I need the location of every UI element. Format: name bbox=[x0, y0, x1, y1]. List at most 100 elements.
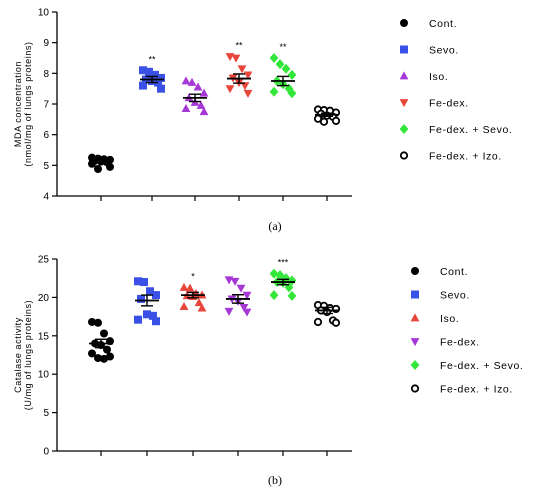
legend-marker-diamond bbox=[399, 124, 409, 134]
data-point-circle bbox=[94, 354, 102, 363]
data-point-triangle-down bbox=[230, 277, 240, 286]
legend-label: Fe-dex. bbox=[440, 337, 480, 349]
data-point-triangle-up bbox=[199, 107, 209, 116]
legend-marker-triangle-down bbox=[399, 99, 409, 108]
significance-label: ** bbox=[148, 54, 156, 64]
data-point-circle bbox=[103, 345, 111, 354]
y-tick-label: 10 bbox=[38, 8, 50, 19]
legend-label: Iso. bbox=[440, 313, 459, 325]
data-point-triangle-up bbox=[179, 282, 189, 291]
data-point-triangle-down bbox=[242, 308, 252, 317]
legend-marker-circle bbox=[411, 267, 419, 275]
data-point-diamond bbox=[281, 63, 291, 74]
legend-label: Fe-dex. + Sevo. bbox=[429, 124, 512, 136]
data-point-circle bbox=[94, 318, 102, 327]
legend-label: Fe-dex. bbox=[429, 98, 469, 110]
data-point-diamond bbox=[287, 88, 297, 99]
y-tick-label: 4 bbox=[43, 192, 49, 203]
data-point-circle bbox=[106, 162, 114, 171]
data-point-square bbox=[152, 317, 160, 326]
data-point-triangle-down bbox=[243, 71, 253, 80]
y-tick-label: 7 bbox=[43, 100, 49, 111]
legend-label: Cont. bbox=[440, 266, 468, 278]
legend-marker-triangle-up bbox=[410, 313, 420, 322]
data-point-square bbox=[157, 73, 165, 82]
legend-label: Sevo. bbox=[440, 290, 470, 302]
data-point-diamond bbox=[269, 86, 279, 97]
data-point-square bbox=[137, 294, 145, 303]
data-point-square bbox=[151, 70, 159, 79]
data-point-triangle-up bbox=[199, 88, 209, 97]
data-point-diamond bbox=[269, 290, 279, 301]
data-point-circle bbox=[88, 349, 96, 358]
data-point-diamond bbox=[284, 282, 294, 293]
data-point-triangle-down bbox=[240, 82, 250, 91]
data-point-triangle-up bbox=[187, 77, 197, 86]
panel-label: (a) bbox=[268, 219, 281, 233]
data-point-circle-open bbox=[331, 116, 341, 125]
y-tick-label: 6 bbox=[43, 130, 49, 141]
legend-label: Fe-dex. + Izo. bbox=[440, 384, 513, 396]
legend-marker-triangle-down bbox=[410, 338, 420, 347]
legend-label: Fe-dex. + Sevo. bbox=[440, 360, 523, 372]
y-tick-label: 9 bbox=[43, 38, 49, 49]
data-point-square bbox=[140, 278, 148, 287]
significance-label: *** bbox=[278, 258, 289, 268]
data-point-square bbox=[139, 66, 147, 75]
data-point-square bbox=[152, 291, 160, 300]
data-point-triangle-down bbox=[237, 65, 247, 74]
data-point-circle bbox=[106, 352, 114, 361]
legend-marker-circle bbox=[400, 19, 408, 27]
data-point-square bbox=[134, 315, 142, 324]
data-point-square bbox=[157, 84, 165, 93]
data-point-diamond bbox=[287, 275, 297, 286]
data-point-diamond bbox=[269, 53, 279, 63]
data-point-triangle-up bbox=[193, 82, 203, 91]
legend-marker-diamond bbox=[410, 360, 420, 370]
data-point-circle bbox=[100, 354, 108, 363]
data-point-square bbox=[139, 81, 147, 90]
significance-label: ** bbox=[279, 42, 287, 52]
data-point-square bbox=[146, 287, 154, 296]
legend-marker-square bbox=[411, 290, 419, 299]
data-point-circle bbox=[100, 329, 108, 338]
legend-marker-square bbox=[400, 45, 408, 54]
legend-label: Cont. bbox=[429, 18, 457, 30]
data-point-triangle-down bbox=[239, 303, 249, 312]
data-point-square bbox=[134, 277, 142, 286]
y-tick-label: 15 bbox=[38, 331, 50, 342]
legend-marker-circle-open bbox=[399, 151, 409, 160]
significance-label: * bbox=[191, 271, 195, 281]
data-point-triangle-up bbox=[194, 298, 204, 307]
y-axis-label-units: (U/mg of lungs proteins) bbox=[23, 300, 33, 410]
data-point-circle bbox=[88, 317, 96, 326]
data-point-triangle-down bbox=[231, 54, 241, 63]
data-point-circle-open bbox=[313, 317, 323, 327]
data-point-diamond bbox=[287, 290, 297, 301]
y-tick-label: 20 bbox=[38, 293, 50, 304]
data-point-triangle-up bbox=[179, 302, 189, 311]
data-point-diamond bbox=[281, 273, 291, 284]
data-point-triangle-up bbox=[197, 303, 207, 312]
y-axis-label-units: (nmol/mg of lungs proteins) bbox=[23, 41, 33, 166]
legend-label: Fe-dex. + Izo. bbox=[429, 151, 502, 163]
y-tick-label: 25 bbox=[38, 255, 50, 266]
data-point-triangle-up bbox=[181, 76, 191, 85]
y-tick-label: 5 bbox=[43, 408, 49, 419]
data-point-circle bbox=[94, 165, 102, 174]
y-tick-label: 5 bbox=[43, 161, 49, 172]
legend-label: Sevo. bbox=[429, 45, 459, 57]
data-point-triangle-down bbox=[224, 307, 234, 316]
y-tick-label: 8 bbox=[43, 69, 49, 80]
legend-marker-circle-open bbox=[410, 384, 420, 393]
data-point-diamond bbox=[275, 270, 285, 281]
data-point-diamond bbox=[275, 59, 285, 70]
data-point-triangle-down bbox=[243, 89, 253, 98]
data-point-diamond bbox=[284, 83, 294, 94]
y-tick-label: 10 bbox=[38, 370, 50, 381]
data-point-square bbox=[143, 310, 151, 319]
data-point-circle-open bbox=[331, 318, 341, 327]
y-tick-label: 0 bbox=[43, 447, 49, 458]
legend-marker-triangle-up bbox=[399, 71, 409, 80]
